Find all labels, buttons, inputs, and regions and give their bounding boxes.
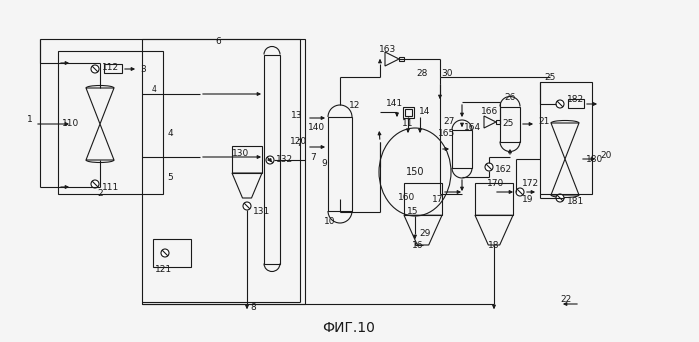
Bar bbox=[452, 130, 472, 168]
Bar bbox=[540, 82, 592, 194]
Circle shape bbox=[91, 65, 99, 73]
Bar bbox=[153, 239, 191, 267]
Text: 1: 1 bbox=[27, 116, 33, 124]
Bar bbox=[496, 120, 500, 124]
Text: 21: 21 bbox=[538, 118, 549, 127]
Text: ФИГ.10: ФИГ.10 bbox=[322, 321, 375, 335]
Text: 9: 9 bbox=[322, 159, 327, 169]
Text: 111: 111 bbox=[102, 183, 120, 192]
Text: 8: 8 bbox=[250, 303, 256, 312]
Text: 20: 20 bbox=[600, 152, 612, 160]
Bar bbox=[104, 64, 122, 73]
Text: 110: 110 bbox=[62, 119, 79, 129]
Text: 22: 22 bbox=[560, 295, 571, 304]
Text: 166: 166 bbox=[482, 107, 498, 117]
Text: 172: 172 bbox=[522, 180, 539, 188]
Text: 3: 3 bbox=[140, 65, 146, 74]
Circle shape bbox=[516, 188, 524, 196]
Text: 27: 27 bbox=[444, 118, 455, 127]
Text: 15: 15 bbox=[407, 208, 419, 216]
Text: 130: 130 bbox=[232, 149, 250, 158]
Circle shape bbox=[91, 180, 99, 188]
Circle shape bbox=[243, 202, 251, 210]
Bar bbox=[475, 183, 513, 215]
Text: 12: 12 bbox=[349, 101, 361, 109]
Text: 180: 180 bbox=[586, 155, 603, 163]
Text: 112: 112 bbox=[102, 63, 119, 71]
Bar bbox=[500, 106, 520, 142]
Text: 121: 121 bbox=[155, 265, 172, 275]
Text: 160: 160 bbox=[398, 193, 415, 201]
Circle shape bbox=[556, 194, 564, 202]
Text: 6: 6 bbox=[215, 38, 221, 47]
Bar bbox=[328, 117, 352, 211]
Text: 150: 150 bbox=[405, 167, 424, 177]
Text: 141: 141 bbox=[386, 100, 403, 108]
Text: 7: 7 bbox=[296, 140, 302, 148]
Text: 131: 131 bbox=[253, 208, 271, 216]
Text: 181: 181 bbox=[567, 197, 584, 207]
Text: 5: 5 bbox=[167, 172, 173, 182]
Text: 29: 29 bbox=[419, 229, 431, 238]
Text: 17: 17 bbox=[432, 195, 443, 203]
Text: 25: 25 bbox=[545, 73, 556, 81]
Text: 16: 16 bbox=[412, 240, 424, 250]
Circle shape bbox=[556, 100, 564, 108]
Text: 120: 120 bbox=[290, 137, 307, 146]
Text: 19: 19 bbox=[522, 195, 533, 203]
Bar bbox=[404, 183, 442, 215]
Circle shape bbox=[266, 156, 274, 164]
Text: 165: 165 bbox=[438, 130, 455, 139]
Text: 26: 26 bbox=[504, 92, 516, 102]
Text: 140: 140 bbox=[308, 122, 325, 132]
Bar bbox=[568, 99, 584, 108]
Text: 2: 2 bbox=[97, 188, 103, 197]
Bar bbox=[58, 51, 163, 194]
Text: 10: 10 bbox=[324, 218, 336, 226]
Bar bbox=[232, 146, 262, 173]
Text: 13: 13 bbox=[291, 110, 302, 119]
Text: 11: 11 bbox=[401, 119, 413, 129]
Bar bbox=[399, 56, 404, 62]
Text: 4: 4 bbox=[152, 86, 157, 94]
Text: 182: 182 bbox=[567, 95, 584, 105]
Circle shape bbox=[485, 163, 493, 171]
Text: 164: 164 bbox=[464, 122, 481, 132]
Text: 25: 25 bbox=[503, 119, 514, 129]
Text: 18: 18 bbox=[488, 240, 500, 250]
Bar bbox=[405, 108, 412, 116]
Circle shape bbox=[161, 249, 169, 257]
Text: 132: 132 bbox=[276, 156, 293, 165]
Text: 163: 163 bbox=[380, 45, 396, 54]
Text: 170: 170 bbox=[487, 180, 504, 188]
Bar bbox=[403, 106, 414, 118]
Bar bbox=[142, 39, 305, 304]
Text: 28: 28 bbox=[417, 69, 428, 79]
Text: 4: 4 bbox=[167, 130, 173, 139]
Bar bbox=[264, 54, 280, 263]
Text: 14: 14 bbox=[419, 107, 431, 117]
Text: 162: 162 bbox=[495, 166, 512, 174]
Text: 7: 7 bbox=[310, 153, 316, 161]
Text: 30: 30 bbox=[441, 69, 452, 79]
